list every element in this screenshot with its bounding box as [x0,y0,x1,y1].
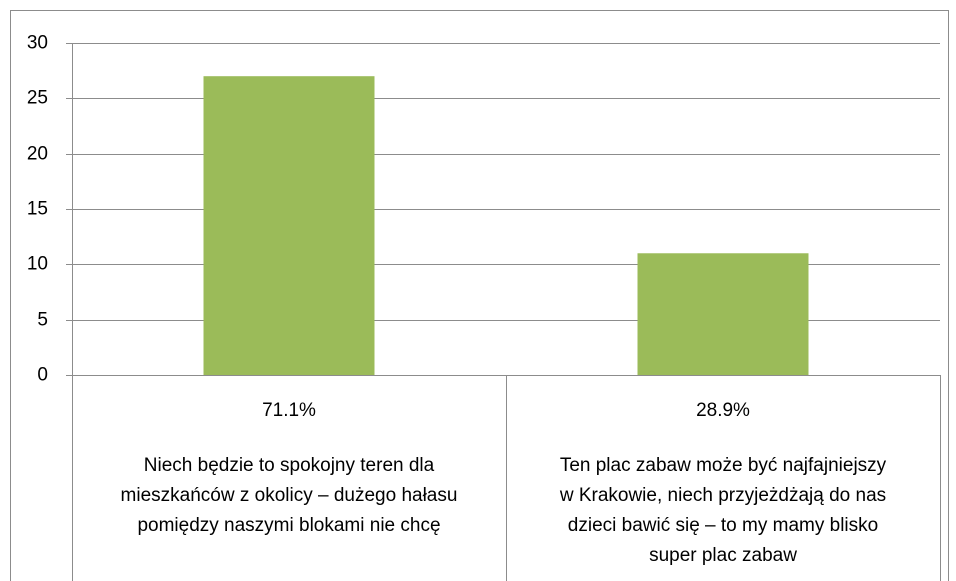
y-tick-label: 25 [27,88,48,109]
y-tick-label: 20 [27,144,48,165]
share-label: 28.9% [696,400,750,421]
y-tick-label: 5 [37,310,48,331]
bar [637,253,809,375]
y-tick-label: 0 [37,365,48,386]
share-label: 71.1% [262,400,316,421]
x-tick-label: dzieci bawić się – to my mamy blisko [568,515,878,536]
x-tick-label: Niech będzie to spokojny teren dla [144,455,435,476]
x-tick-label: super plac zabaw [649,545,797,566]
chart-border [10,10,949,581]
bar [203,76,375,375]
y-tick-label: 10 [27,254,48,275]
y-tick-label: 30 [27,33,48,54]
x-tick-label: mieszkańców z okolicy – dużego hałasu [121,485,458,506]
y-tick-label: 15 [27,199,48,220]
x-tick-label: pomiędzy naszymi blokami nie chcę [137,515,440,536]
x-tick-label: Ten plac zabaw może być najfajniejszy [560,455,887,476]
x-tick-label: w Krakowie, niech przyjeżdżają do nas [559,485,886,506]
